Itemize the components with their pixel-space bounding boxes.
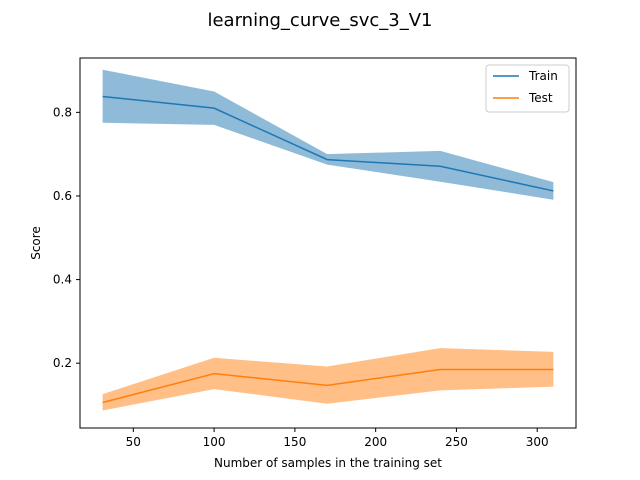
x-tick-label: 150 [283,435,306,449]
line-train [102,95,554,192]
line-test [102,368,554,404]
x-axis-ticks: 50 100 150 200 250 300 [126,428,549,449]
x-tick-label: 300 [526,435,549,449]
y-tick-label: 0.8 [53,105,72,119]
x-tick-label: 50 [126,435,141,449]
band-test [102,348,554,411]
x-tick-label: 100 [203,435,226,449]
legend-label-test: Test [528,91,553,105]
y-axis-label: Score [29,226,43,260]
y-tick-label: 0.4 [53,273,72,287]
y-tick-label: 0.2 [53,356,72,370]
legend-label-train: Train [528,69,558,83]
y-axis-ticks: 0.2 0.4 0.6 0.8 [53,105,80,370]
series-lines [102,95,554,404]
chart-title: learning_curve_svc_3_V1 [207,10,432,31]
x-tick-label: 200 [364,435,387,449]
y-tick-label: 0.6 [53,189,72,203]
x-axis-label: Number of samples in the training set [214,456,442,470]
legend: Train Test [485,64,570,113]
x-tick-label: 250 [445,435,468,449]
confidence-bands [102,69,554,411]
plot-area-frame [79,57,577,429]
band-train [102,69,554,200]
